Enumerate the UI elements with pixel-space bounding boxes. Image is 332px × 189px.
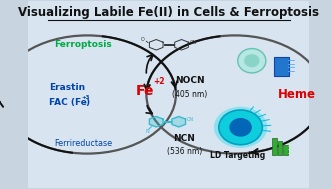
Text: Ferrireductase: Ferrireductase xyxy=(54,139,112,148)
Text: Fe: Fe xyxy=(136,84,154,98)
Text: LD Targeting: LD Targeting xyxy=(210,151,265,160)
Polygon shape xyxy=(172,116,186,127)
Ellipse shape xyxy=(229,118,252,137)
Text: O: O xyxy=(140,37,144,42)
Text: NCN: NCN xyxy=(173,134,195,143)
Ellipse shape xyxy=(244,54,260,67)
Text: Visualizing Labile Fe(II) in Cells & Ferroptosis: Visualizing Labile Fe(II) in Cells & Fer… xyxy=(18,6,319,19)
Text: CN: CN xyxy=(187,117,194,122)
Text: (536 nm): (536 nm) xyxy=(167,147,202,156)
Text: Ferroptosis: Ferroptosis xyxy=(54,40,112,49)
Ellipse shape xyxy=(238,49,266,73)
Text: Heme: Heme xyxy=(278,88,316,101)
FancyBboxPatch shape xyxy=(278,141,282,156)
Polygon shape xyxy=(149,116,163,127)
Text: N: N xyxy=(145,129,149,134)
Text: NOCN: NOCN xyxy=(175,76,205,85)
Text: Erastin: Erastin xyxy=(49,83,86,92)
Text: FAC (Fe: FAC (Fe xyxy=(49,98,87,107)
Text: +3: +3 xyxy=(82,95,90,100)
FancyBboxPatch shape xyxy=(21,0,316,189)
Text: ): ) xyxy=(85,98,90,107)
FancyBboxPatch shape xyxy=(274,57,289,76)
Ellipse shape xyxy=(219,110,262,145)
FancyBboxPatch shape xyxy=(272,138,277,156)
Ellipse shape xyxy=(214,107,267,148)
Text: (405 nm): (405 nm) xyxy=(172,90,208,99)
Text: CN: CN xyxy=(190,40,197,45)
Text: +2: +2 xyxy=(153,77,165,86)
FancyBboxPatch shape xyxy=(283,145,288,156)
